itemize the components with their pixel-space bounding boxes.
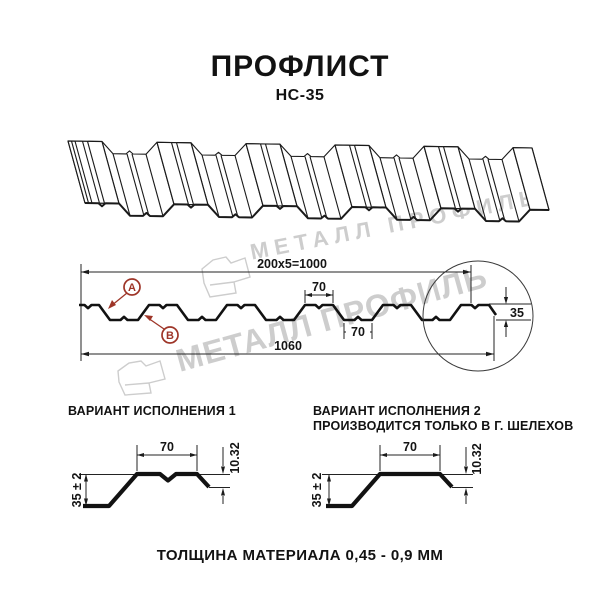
dimension-lines	[80, 264, 531, 361]
variant-dimension-lines	[79, 445, 473, 506]
variant1-profile-outline	[83, 471, 211, 509]
dim-coverage-label: 200x5=1000	[257, 257, 327, 271]
v1-flange-label: 70	[160, 440, 174, 454]
dim-top-flange-label: 70	[312, 280, 326, 294]
variant2-note: ПРОИЗВОДИТСЯ ТОЛЬКО В Г. ШЕЛЕХОВ	[313, 419, 574, 433]
variant2-profile-outline	[326, 471, 454, 509]
v2-height-label: 35 ± 2	[310, 473, 324, 508]
cross-section-drawing: 200x5=1000 70 70 1060 35 A B	[79, 257, 534, 372]
variant1-title: ВАРИАНТ ИСПОЛНЕНИЯ 1	[68, 404, 236, 418]
watermark-logo-icon	[201, 256, 251, 298]
profile-outline	[79, 303, 498, 322]
detail-circle	[422, 260, 534, 372]
dim-height-label: 35	[510, 306, 524, 320]
variant2-title: ВАРИАНТ ИСПОЛНЕНИЯ 2	[313, 404, 481, 418]
material-thickness-note: ТОЛЩИНА МАТЕРИАЛА 0,45 - 0,9 ММ	[156, 547, 444, 564]
v2-lip-label: 10.32	[470, 443, 484, 474]
page-title: ПРОФЛИСТ	[210, 50, 390, 83]
v1-height-label: 35 ± 2	[70, 473, 84, 508]
v1-lip-label: 10.32	[228, 442, 242, 473]
dim-bottom-flange-label: 70	[351, 325, 365, 339]
watermark-logo-icon	[117, 360, 166, 396]
dim-overall-width-label: 1060	[274, 339, 302, 353]
marker-b-label: B	[166, 330, 174, 342]
profile-sheet-3d-drawing	[67, 140, 550, 223]
v2-flange-label: 70	[403, 440, 417, 454]
marker-b: B	[144, 315, 179, 344]
marker-a: A	[108, 278, 141, 309]
variant-detail-drawings: 70 35 ± 2 10.32 70 35 ± 2 10.32	[70, 440, 484, 509]
dim-label-bg	[346, 324, 370, 339]
variant2-header: ВАРИАНТ ИСПОЛНЕНИЯ 2 ПРОИЗВОДИТСЯ ТОЛЬКО…	[313, 404, 573, 434]
page-subtitle: НС-35	[275, 87, 325, 104]
marker-a-label: A	[128, 282, 136, 294]
